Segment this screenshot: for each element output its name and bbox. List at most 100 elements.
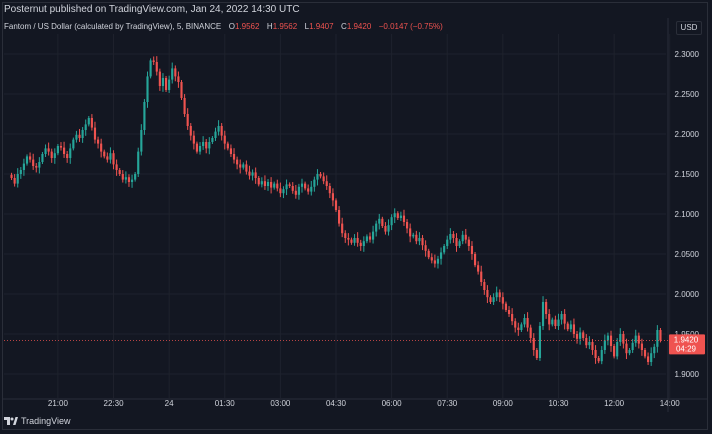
candle-body	[239, 164, 242, 168]
candle-body	[458, 241, 461, 246]
candle-body	[112, 153, 115, 165]
candle-body	[409, 228, 412, 237]
candle-body	[504, 303, 508, 310]
candle-body	[257, 178, 260, 185]
candle-body	[424, 245, 427, 251]
candle-body	[477, 265, 480, 272]
candle-body	[50, 151, 53, 158]
candle-body	[161, 78, 165, 86]
x-tick-label: 04:30	[326, 399, 347, 408]
y-tick-label: 2.1000	[675, 210, 700, 219]
candle-body	[69, 148, 72, 158]
candle-body	[405, 222, 409, 229]
tradingview-logo-icon	[4, 417, 18, 425]
candle-body	[134, 174, 137, 180]
candle-body	[93, 127, 97, 140]
footer-brand-text: TradingView	[21, 416, 71, 426]
candle-body	[319, 174, 322, 177]
candle-body	[38, 162, 41, 168]
candle-body	[115, 164, 118, 170]
candle-body	[56, 146, 59, 154]
candle-body	[353, 238, 356, 243]
candle-body	[72, 139, 75, 149]
candle-body	[350, 239, 353, 243]
candle-body	[480, 271, 483, 282]
candle-body	[211, 138, 214, 142]
candle-body	[554, 319, 557, 326]
candle-body	[338, 210, 341, 224]
candle-body	[13, 178, 16, 184]
candle-body	[569, 324, 572, 330]
candle-body	[266, 182, 270, 186]
candle-body	[371, 231, 375, 240]
candle-body	[32, 159, 35, 166]
candle-body	[529, 327, 532, 338]
candle-body	[622, 334, 625, 344]
candle-body	[439, 252, 443, 259]
candle-body	[81, 130, 84, 138]
candle-body	[616, 342, 619, 357]
candle-body	[412, 234, 415, 237]
candle-body	[66, 154, 69, 158]
candle-body	[279, 188, 282, 194]
candle-body	[294, 190, 297, 195]
candle-body	[75, 134, 78, 140]
candle-body	[180, 82, 183, 98]
y-tick-label: 2.2000	[675, 130, 700, 139]
candle-body	[443, 246, 446, 253]
candle-body	[140, 130, 143, 152]
candle-body	[186, 114, 189, 126]
candle-body	[520, 324, 523, 330]
x-tick-label: 24	[165, 399, 174, 408]
currency-button[interactable]: USD	[676, 21, 702, 35]
ohlc-low: L1.9407	[304, 22, 334, 31]
candle-body	[331, 193, 334, 201]
candle-body	[263, 181, 267, 186]
candle-body	[557, 319, 560, 326]
candle-body	[418, 238, 421, 242]
candle-body	[10, 174, 13, 178]
published-header: Posternut published on TradingView.com, …	[4, 4, 300, 15]
candle-body	[158, 71, 161, 86]
y-tick-label: 1.9000	[675, 370, 700, 379]
ohlc-high: H1.9562	[266, 22, 298, 31]
candle-body	[189, 126, 192, 136]
candle-body	[273, 183, 276, 188]
candle-body	[143, 102, 146, 130]
candle-body	[421, 238, 424, 246]
y-tick-label: 2.0500	[675, 250, 700, 259]
candle-body	[446, 239, 449, 246]
candle-body	[436, 258, 440, 264]
candle-body	[572, 324, 576, 334]
candle-body	[523, 318, 526, 325]
candle-body	[650, 353, 653, 362]
candle-body	[393, 213, 396, 218]
candle-body	[575, 334, 579, 339]
candle-body	[594, 350, 597, 358]
candle-body	[297, 186, 301, 195]
candle-body	[600, 350, 603, 362]
candle-body	[103, 151, 106, 157]
y-tick-label: 2.3000	[675, 50, 700, 59]
candle-body	[214, 131, 217, 138]
candle-body	[300, 183, 304, 187]
candle-body	[254, 172, 257, 178]
price-change: −0.0147 (−0.75%)	[378, 22, 443, 31]
candle-body	[109, 153, 112, 160]
candle-body	[152, 60, 155, 62]
candle-body	[87, 118, 90, 125]
candle-body	[282, 189, 285, 194]
candle-body	[78, 134, 81, 138]
candle-body	[545, 302, 548, 314]
candle-body	[155, 62, 158, 72]
candle-body	[334, 200, 338, 210]
candle-body	[637, 335, 640, 344]
candle-body	[362, 241, 365, 246]
candle-body	[613, 346, 616, 357]
candle-body	[177, 76, 180, 82]
candle-body	[455, 238, 458, 246]
candle-body	[174, 68, 177, 77]
candle-body	[22, 163, 25, 170]
candle-body	[603, 340, 606, 350]
